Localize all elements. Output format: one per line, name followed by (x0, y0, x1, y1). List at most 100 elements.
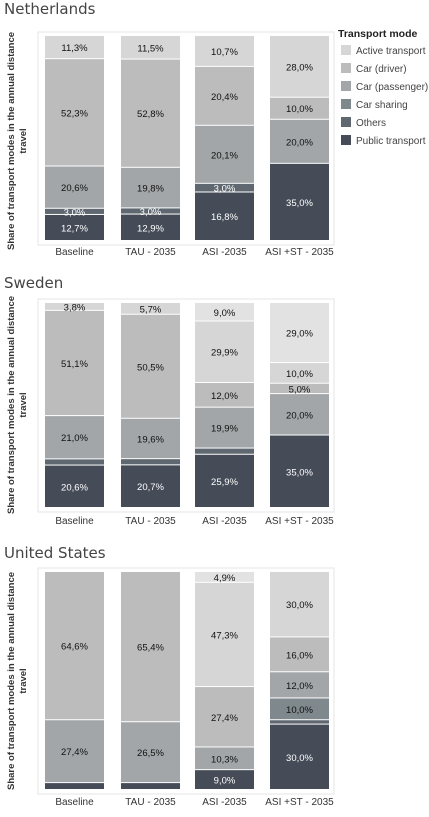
legend-swatch-others (341, 117, 351, 127)
data-label: 12,9% (137, 223, 164, 234)
bar-segment (121, 783, 180, 789)
data-label: 25,9% (211, 477, 238, 488)
bar-segment (195, 582, 254, 687)
bar-segment (195, 747, 254, 770)
legend: Transport mode Active transport Car (driv… (338, 28, 428, 147)
bar-segment (45, 208, 104, 214)
bar-segment (45, 303, 104, 310)
bar-segment (270, 672, 329, 698)
data-label: 16,8% (211, 212, 238, 223)
bar-segment (121, 459, 180, 465)
bar-segment (195, 66, 254, 125)
bar-segment (270, 435, 329, 507)
bar-segment (195, 454, 254, 507)
bar-segment (195, 572, 254, 582)
data-label: 20,6% (61, 482, 88, 493)
data-label: 10,3% (211, 754, 238, 765)
plot-frame (37, 298, 335, 513)
bar-segment (270, 724, 329, 789)
bar-segment (121, 167, 180, 208)
data-label: 30,0% (286, 600, 313, 611)
x-tick-label: TAU - 2035 (125, 797, 176, 808)
bar-segment (121, 572, 180, 722)
bar-segment (121, 418, 180, 459)
bar-segment (121, 208, 180, 214)
bar-segment (45, 36, 104, 59)
y-axis-label: Share of transport modes in the annual d… (6, 32, 29, 250)
data-label: 5,0% (289, 384, 311, 395)
data-label: 16,0% (286, 650, 313, 661)
data-label: 20,0% (286, 410, 313, 421)
bar-segment (195, 687, 254, 747)
data-label: 27,4% (61, 747, 88, 758)
legend-label: Car sharing (356, 100, 408, 111)
bar-segment (45, 166, 104, 208)
legend-swatch-car-passenger- (341, 81, 351, 91)
bar-segment (121, 36, 180, 59)
y-axis-label: Share of transport modes in the annual d… (6, 572, 29, 790)
x-tick-label: ASI -2035 (202, 797, 247, 808)
bar-segment (270, 720, 329, 724)
bar-segment (270, 163, 329, 240)
x-tick-label: ASI -2035 (202, 247, 247, 258)
bar-segment (270, 572, 329, 637)
data-label: 19,9% (211, 424, 238, 435)
bar-segment (45, 214, 104, 240)
data-label: 3,8% (64, 302, 86, 313)
data-label: 21,0% (61, 433, 88, 444)
bar-segment (195, 407, 254, 448)
bar-segment (45, 465, 104, 507)
bar-segment (121, 59, 180, 167)
bar-segment (270, 119, 329, 163)
bar-segment (270, 97, 329, 119)
plot-frame (37, 31, 335, 246)
x-tick-label: ASI +ST - 2035 (265, 516, 334, 527)
bar-segment (270, 36, 329, 97)
x-tick-label: Baseline (55, 516, 94, 527)
legend-label: Public transport (356, 136, 426, 147)
legend-swatch-car-driver- (341, 63, 351, 73)
bar-segment (121, 214, 180, 240)
bar-segment (195, 183, 254, 192)
data-label: 3,0% (140, 207, 162, 218)
chart-panel-sweden: Sweden Share of transport modes in the an… (4, 274, 335, 527)
data-label: 51,1% (61, 359, 88, 370)
data-label: 27,4% (211, 713, 238, 724)
data-label: 52,3% (61, 108, 88, 119)
legend-swatch-active-transport (341, 45, 351, 55)
data-label: 29,9% (211, 348, 238, 359)
bar-segment (195, 770, 254, 789)
data-label: 20,1% (211, 150, 238, 161)
bar-segment (45, 720, 104, 783)
bar-segment (121, 314, 180, 418)
data-label: 11,5% (137, 43, 164, 54)
data-label: 30,0% (286, 753, 313, 764)
data-label: 3,0% (214, 184, 236, 195)
data-label: 50,5% (137, 362, 164, 373)
bar-segment (121, 303, 180, 314)
x-tick-label: ASI +ST - 2035 (265, 247, 334, 258)
x-tick-label: TAU - 2035 (125, 247, 176, 258)
chart-panel-united-states: United States Share of transport modes in… (4, 544, 335, 808)
data-label: 35,0% (286, 198, 313, 209)
bar-segment (121, 722, 180, 783)
data-label: 10,0% (286, 369, 313, 380)
data-label: 28,0% (286, 62, 313, 73)
bar-segment (195, 192, 254, 240)
legend-label: Others (356, 118, 386, 129)
bar-segment (195, 36, 254, 66)
x-tick-label: TAU - 2035 (125, 516, 176, 527)
data-label: 12,7% (61, 223, 88, 234)
legend-swatch-car-sharing (341, 99, 351, 109)
data-label: 3,0% (64, 207, 86, 218)
x-tick-label: Baseline (55, 797, 94, 808)
x-tick-label: ASI -2035 (202, 516, 247, 527)
bar-segment (195, 303, 254, 321)
data-label: 10,0% (286, 104, 313, 115)
data-label: 12,0% (286, 681, 313, 692)
bar-segment (45, 59, 104, 166)
legend-label: Car (driver) (356, 64, 407, 75)
data-label: 52,8% (137, 109, 164, 120)
bar-segment (270, 303, 329, 363)
legend-swatch-public-transport (341, 135, 351, 145)
